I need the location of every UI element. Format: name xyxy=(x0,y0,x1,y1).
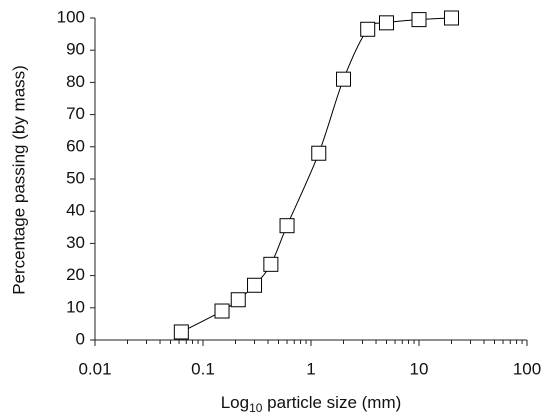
x-tick-label: 100 xyxy=(513,359,541,378)
y-axis-label: Percentage passing (by mass) xyxy=(9,65,28,295)
y-tick-label: 20 xyxy=(66,265,85,284)
marker xyxy=(230,292,246,308)
x-label-text: Log xyxy=(221,393,249,412)
marker xyxy=(173,324,189,340)
marker xyxy=(247,277,263,293)
y-tick-label: 30 xyxy=(66,233,85,252)
y-tick-label: 60 xyxy=(66,136,85,155)
x-label-text: particle size (mm) xyxy=(262,393,401,412)
y-tick-label: 10 xyxy=(66,297,85,316)
y-tick-label: 80 xyxy=(66,72,85,91)
y-tick-label: 90 xyxy=(66,40,85,59)
marker xyxy=(378,15,394,31)
series-line xyxy=(181,17,452,333)
y-tick-label: 70 xyxy=(66,104,85,123)
y-tick-label: 40 xyxy=(66,201,85,220)
x-axis-label: Log10 particle size (mm) xyxy=(221,393,402,415)
marker xyxy=(263,256,279,272)
marker xyxy=(411,12,427,28)
marker xyxy=(336,71,352,87)
marker xyxy=(311,145,327,161)
marker xyxy=(444,10,460,26)
y-tick-label: 50 xyxy=(66,168,85,187)
x-label-subscript: 10 xyxy=(249,401,263,415)
marker xyxy=(214,303,230,319)
x-tick-label: 0.01 xyxy=(78,359,111,378)
y-tick-label: 0 xyxy=(76,329,85,348)
x-tick-label: 1 xyxy=(306,359,315,378)
marker xyxy=(360,21,376,37)
marker xyxy=(279,218,295,234)
x-tick-label: 0.1 xyxy=(191,359,215,378)
x-tick-label: 10 xyxy=(410,359,429,378)
y-tick-label: 100 xyxy=(57,7,85,26)
